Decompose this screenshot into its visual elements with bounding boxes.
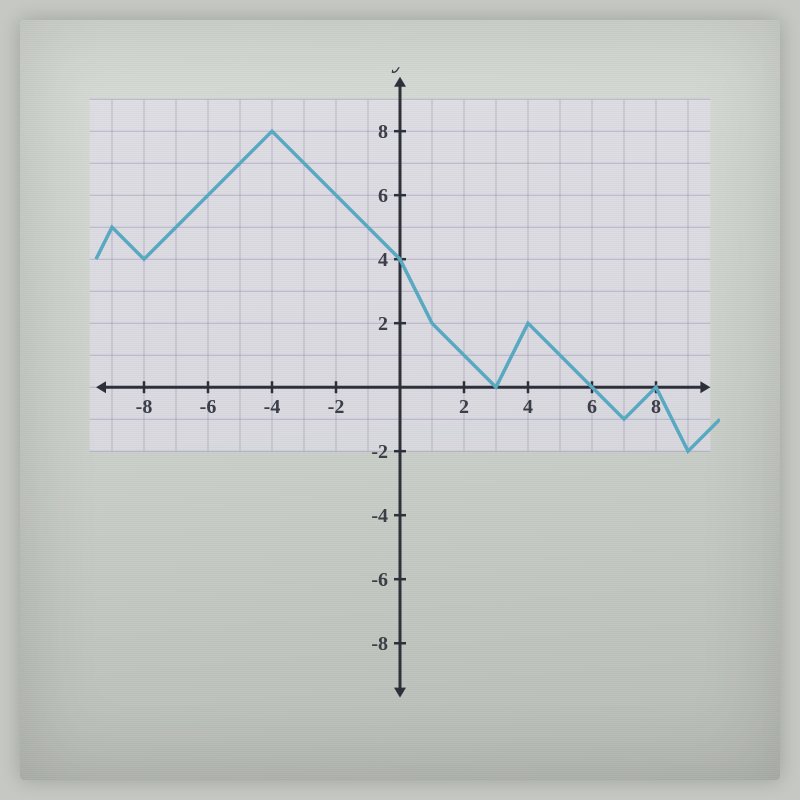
y-tick-label: -2 bbox=[371, 441, 388, 463]
x-tick-label: 2 bbox=[459, 396, 469, 418]
y-tick-label: -6 bbox=[371, 569, 388, 591]
x-tick-label: 4 bbox=[523, 396, 533, 418]
y-tick-label: 4 bbox=[378, 249, 388, 271]
x-tick-label: -2 bbox=[328, 396, 345, 418]
y-tick-label: 2 bbox=[378, 313, 388, 335]
y-axis-label: y bbox=[391, 67, 406, 73]
chart-photo: -8-6-4-22468-8-6-4-22468xy bbox=[20, 20, 780, 780]
x-tick-label: 6 bbox=[587, 396, 597, 418]
y-tick-label: 8 bbox=[378, 121, 388, 143]
x-tick-label: -8 bbox=[136, 396, 153, 418]
y-tick-label: -4 bbox=[371, 505, 388, 527]
x-tick-label: -6 bbox=[200, 396, 217, 418]
x-tick-label: 8 bbox=[651, 396, 661, 418]
line-chart: -8-6-4-22468-8-6-4-22468xy bbox=[80, 67, 720, 707]
chart-container: -8-6-4-22468-8-6-4-22468xy bbox=[80, 67, 720, 707]
y-tick-label: -8 bbox=[371, 633, 388, 655]
axis-arrow bbox=[394, 77, 406, 87]
x-tick-label: -4 bbox=[264, 396, 281, 418]
axis-arrow bbox=[394, 688, 406, 698]
y-tick-label: 6 bbox=[378, 185, 388, 207]
